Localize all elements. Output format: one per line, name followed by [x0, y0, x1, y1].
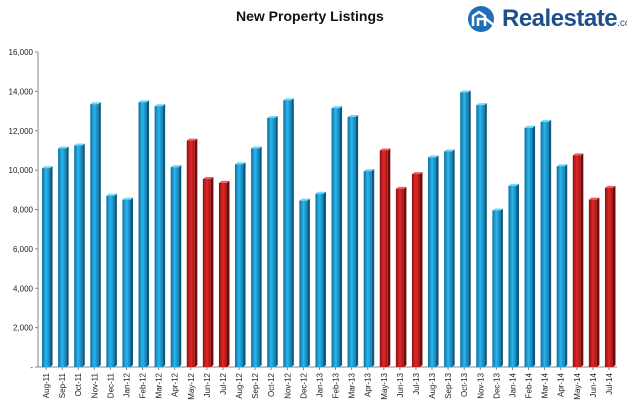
bar-dec-11	[106, 193, 117, 367]
bar-dec-13	[492, 208, 503, 367]
x-tick-label: Sep-13	[444, 372, 453, 398]
y-tick-label: 10,000	[9, 166, 34, 175]
y-tick-label: 2,000	[13, 324, 34, 333]
x-tick-label: Mar-14	[541, 372, 550, 398]
x-tick-label: Oct-12	[267, 372, 276, 397]
x-tick-label: Jan-12	[122, 372, 131, 397]
bar-sep-12	[251, 146, 262, 367]
bar-dec-12	[299, 198, 310, 367]
y-tick-label: -	[30, 363, 33, 372]
logo-name: Realestate	[502, 5, 618, 32]
bar-aug-11	[42, 166, 53, 367]
realestate-logo-icon	[468, 6, 496, 32]
bar-feb-13	[331, 106, 343, 367]
bar-nov-13	[476, 103, 487, 367]
bar-jul-13	[411, 172, 423, 367]
bar-oct-12	[267, 115, 278, 367]
x-tick-label: Jul-14	[605, 372, 614, 394]
bar-feb-14	[524, 125, 536, 367]
x-tick-label: Dec-11	[106, 372, 115, 398]
bar-may-14	[572, 153, 584, 367]
bar-sep-11	[58, 146, 69, 367]
x-tick-label: Jun-13	[396, 372, 405, 397]
bar-aug-12	[235, 162, 246, 367]
bar-jul-14	[604, 185, 616, 367]
y-tick-label: 8,000	[13, 206, 34, 215]
x-tick-label: Apr-14	[557, 372, 566, 397]
x-tick-label: Feb-14	[525, 372, 534, 398]
x-tick-label: Apr-12	[171, 372, 180, 397]
x-tick-label: Sep-12	[251, 372, 260, 398]
x-tick-label: Nov-11	[90, 372, 99, 398]
x-tick-label: Jun-12	[203, 372, 212, 397]
x-tick-label: Feb-13	[332, 372, 341, 398]
x-tick-label: May-12	[187, 372, 196, 399]
bar-jun-13	[395, 186, 407, 367]
bar-oct-13	[460, 90, 471, 367]
x-tick-label: May-14	[573, 372, 582, 399]
x-tick-label: Aug-12	[235, 372, 244, 398]
x-tick-label: Jan-14	[508, 372, 517, 397]
bar-jun-12	[202, 176, 214, 367]
bar-aug-13	[428, 155, 439, 367]
x-tick-label: Apr-13	[364, 372, 373, 397]
bar-jan-13	[315, 191, 326, 367]
x-tick-label: May-13	[380, 372, 389, 399]
x-tick-label: Dec-12	[299, 372, 308, 398]
x-tick-label: Mar-13	[348, 372, 357, 398]
x-tick-label: Aug-11	[42, 372, 51, 398]
realestate-logo: Realestate.co.nz	[466, 2, 627, 36]
bar-jan-12	[122, 197, 133, 367]
y-tick-label: 16,000	[9, 48, 34, 57]
bar-may-12	[186, 138, 198, 367]
bar-jun-14	[588, 197, 600, 367]
bar-mar-12	[154, 104, 166, 367]
x-tick-label: Nov-13	[476, 372, 485, 398]
x-tick-label: Jan-13	[315, 372, 324, 397]
bar-apr-14	[556, 164, 568, 367]
bar-may-13	[379, 148, 391, 367]
bar-nov-12	[283, 98, 294, 367]
x-tick-label: Jun-14	[589, 372, 598, 397]
bar-jul-12	[218, 180, 230, 367]
bar-mar-14	[540, 119, 552, 367]
chart-title: New Property Listings	[236, 8, 384, 24]
x-tick-label: Aug-13	[428, 372, 437, 398]
bar-jan-14	[508, 183, 519, 367]
bar-oct-11	[74, 143, 85, 367]
x-tick-label: Mar-12	[155, 372, 164, 398]
y-tick-label: 12,000	[9, 127, 34, 136]
y-tick-label: 14,000	[9, 87, 34, 96]
y-tick-label: 6,000	[13, 245, 34, 254]
bar-feb-12	[138, 100, 150, 367]
x-tick-label: Oct-13	[460, 372, 469, 397]
logo-suffix: .co.nz	[617, 18, 627, 29]
x-tick-label: Jul-13	[412, 372, 421, 394]
x-tick-label: Feb-12	[139, 372, 148, 398]
bar-mar-13	[347, 114, 359, 367]
x-tick-label: Dec-13	[492, 372, 501, 398]
bar-nov-11	[90, 102, 101, 367]
bar-apr-12	[170, 165, 182, 367]
bar-sep-13	[444, 149, 455, 367]
x-tick-label: Oct-11	[74, 372, 83, 396]
y-tick-label: 4,000	[13, 284, 34, 293]
x-tick-label: Sep-11	[58, 372, 67, 398]
x-tick-label: Jul-12	[219, 372, 228, 394]
x-tick-label: Nov-12	[283, 372, 292, 398]
bar-apr-13	[363, 169, 375, 367]
